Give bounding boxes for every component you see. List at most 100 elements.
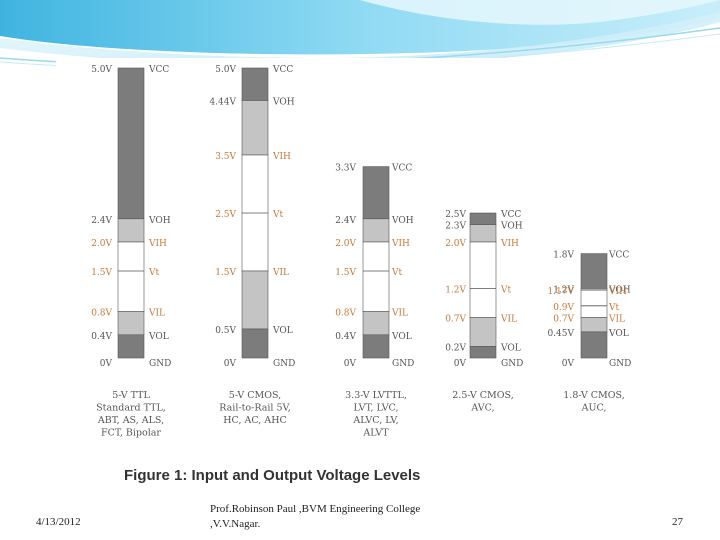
level-name-label: VOH (148, 216, 171, 226)
column-1.8v-cmos-vol-band (580, 331, 608, 359)
ground-voltage-label: 0V (224, 359, 237, 369)
column-5v-cmos-vol-band (241, 328, 269, 359)
supply-voltage-label: 1.8V (553, 251, 574, 261)
level-name-label: VOL (500, 343, 521, 353)
level-voltage-label: 1.5V (215, 268, 236, 278)
column-5v-cmos-voh-band (241, 67, 269, 101)
level-voltage-label: 0.2V (445, 343, 466, 353)
level-voltage-label: 3.5V (215, 152, 236, 162)
level-voltage-label: 1.5V (91, 268, 112, 278)
column-2.5v-cmos-voh-band (469, 212, 497, 225)
column-2.5v-cmos-undefined-band (469, 241, 497, 318)
level-voltage-label: 2.0V (445, 239, 466, 249)
level-voltage-label: 1.2V (553, 285, 574, 295)
column-title: 2.5-V CMOS, (452, 390, 513, 401)
level-voltage-label: 0.7V (445, 314, 466, 324)
supply-name-label: VCC (148, 65, 169, 75)
ground-voltage-label: 0V (100, 359, 113, 369)
supply-voltage-label: 2.5V (445, 210, 466, 220)
level-name-label: VIH (148, 239, 167, 249)
level-voltage-label: 0.7V (553, 314, 574, 324)
level-voltage-label: 1.2V (445, 285, 466, 295)
column-1.8v-cmos-voh-band (580, 253, 608, 289)
level-name-label: VOL (272, 326, 293, 336)
level-voltage-label: 0.4V (335, 332, 356, 342)
level-voltage-label: 2.4V (335, 216, 356, 226)
column-2.5v-cmos: 2.5V VCC 2.3V VOH 2.0V VIH 1.2V Vt 0.7V VIL 0.2V VO… (445, 210, 523, 414)
level-name-label: VOH (608, 285, 631, 295)
level-voltage-label: 0.9V (553, 303, 574, 313)
column-3.3v-lvttl: 3.3V VCC 2.4V VOH 2.0V VIH 1.5V Vt 0.8V VIL 0.4V VO… (335, 164, 414, 439)
footer-page-number: 27 (672, 516, 683, 528)
voltage-levels-figure: 5.0V VCC 2.4V VOH 2.0V VIH 1.5V Vt 0.8V VIL 0.4V VO… (56, 58, 666, 490)
ground-voltage-label: 0V (454, 359, 467, 369)
level-name-label: VIL (148, 309, 165, 319)
level-name-label: VIL (500, 314, 517, 324)
column-5v-ttl: 5.0V VCC 2.4V VOH 2.0V VIH 1.5V Vt 0.8V VIL 0.4V VO… (91, 65, 171, 439)
supply-name-label: VCC (272, 65, 293, 75)
level-name-label: VIL (608, 314, 625, 324)
level-name-label: VOH (500, 222, 523, 232)
column-1.8v-cmos: 1.8V VCC 1.2V VOH 1.17V VIH 0.9V Vt 0.7V VIL 0.45V… (547, 251, 631, 414)
ground-voltage-label: 0V (344, 359, 357, 369)
column-5v-cmos-vil-band (241, 270, 269, 330)
level-voltage-label: 2.5V (215, 210, 236, 220)
column-subtitle: HC, AC, AHC (223, 415, 287, 426)
column-title: 1.8-V CMOS, (563, 390, 624, 401)
ground-name-label: GND (273, 359, 295, 369)
column-5v-cmos-vih-band (241, 100, 269, 156)
level-voltage-label: 0.4V (91, 332, 112, 342)
footer-author: Prof.Robinson Paul ,BVM Engineering Coll… (210, 502, 510, 532)
column-5v-ttl-vil-band (117, 311, 145, 336)
footer-author-line1: Prof.Robinson Paul ,BVM Engineering Coll… (210, 503, 421, 515)
level-name-label: VIH (608, 287, 627, 297)
supply-name-label: VCC (608, 251, 629, 261)
column-5v-ttl-vih-band (117, 218, 145, 243)
column-5v-cmos: 5.0V VCC 4.44V VOH 3.5V VIH 2.5V Vt 1.5V VIL 0.5V V… (209, 65, 295, 426)
level-voltage-label: 2.3V (445, 222, 466, 232)
level-voltage-label: 2.4V (91, 216, 112, 226)
column-3.3v-lvttl-vil-band (362, 311, 390, 336)
column-1.8v-cmos-undefined-band (580, 289, 608, 318)
level-name-label: VOH (391, 216, 414, 226)
column-2.5v-cmos-vih-band (469, 224, 497, 243)
supply-voltage-label: 3.3V (335, 164, 356, 174)
column-3.3v-lvttl-voh-band (362, 166, 390, 220)
footer-date: 4/13/2012 (36, 516, 81, 528)
level-name-label: Vt (500, 285, 511, 295)
level-name-label: Vt (272, 210, 283, 220)
level-name-label: VIH (391, 239, 410, 249)
column-3.3v-lvttl-vih-band (362, 218, 390, 243)
level-name-label: VIL (391, 309, 408, 319)
column-2.5v-cmos-vil-band (469, 317, 497, 347)
column-subtitle: AUC, (581, 403, 607, 414)
ground-name-label: GND (609, 359, 631, 369)
level-voltage-label: 2.0V (335, 239, 356, 249)
level-voltage-label: 0.5V (215, 326, 236, 336)
column-subtitle: Rail-to-Rail 5V, (219, 403, 290, 414)
supply-name-label: VCC (391, 164, 412, 174)
column-subtitle: ALVC, LV, (352, 415, 398, 426)
level-name-label: VOH (272, 97, 295, 107)
column-subtitle: LVT, LVC, (353, 403, 398, 414)
ground-name-label: GND (149, 359, 171, 369)
column-5v-ttl-vol-band (117, 334, 145, 359)
column-3.3v-lvttl-undefined-band (362, 241, 390, 312)
column-5v-ttl-voh-band (117, 67, 145, 220)
level-name-label: VOL (148, 332, 169, 342)
footer-author-line2: ,V.V.Nagar. (210, 518, 261, 530)
column-subtitle: ABT, AS, ALS, (97, 415, 164, 426)
supply-voltage-label: 5.0V (91, 65, 112, 75)
level-name-label: VIL (272, 268, 289, 278)
column-subtitle: AVC, (470, 403, 494, 414)
column-5v-ttl-undefined-band (117, 241, 145, 312)
column-1.8v-cmos-vil-band (580, 317, 608, 333)
level-name-label: Vt (148, 268, 159, 278)
level-voltage-label: 2.0V (91, 239, 112, 249)
column-subtitle: Standard TTL, (96, 403, 166, 414)
level-voltage-label: 4.44V (209, 97, 236, 107)
level-voltage-label: 0.45V (547, 329, 574, 339)
column-2.5v-cmos-vol-band (469, 346, 497, 359)
supply-name-label: VCC (500, 210, 521, 220)
level-name-label: VOL (391, 332, 412, 342)
